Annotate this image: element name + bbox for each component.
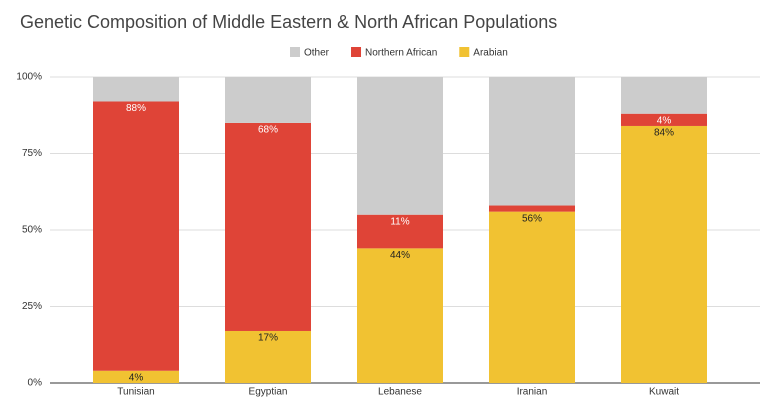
data-label: 84% [654,128,674,139]
bar-segment [225,122,311,331]
legend-swatch [290,47,300,57]
legend-label: Other [304,48,330,59]
data-label: 4% [657,115,672,126]
data-label: 56% [522,213,542,224]
data-label: 4% [129,372,144,383]
x-tick-label: Lebanese [378,387,422,398]
data-label: 11% [390,216,409,227]
data-label: 88% [126,103,146,114]
y-tick-label: 75% [22,148,42,159]
bar-segment [93,77,179,102]
bar-segment [489,211,575,383]
x-tick-label: Iranian [517,387,548,398]
y-tick-label: 50% [22,225,42,236]
y-tick-label: 0% [28,378,43,389]
data-label: 17% [258,333,278,344]
bar-segment [489,77,575,206]
bar-segment [621,125,707,384]
bar-segment [357,77,443,215]
y-tick-label: 100% [16,72,42,83]
bar-segment [489,205,575,212]
bar-segment [225,77,311,123]
bar-segment [621,113,707,126]
legend-label: Arabian [473,48,507,59]
legend-swatch [459,47,470,57]
y-tick-label: 25% [22,301,42,312]
x-tick-label: Egyptian [249,387,288,398]
bar-segment [93,370,179,383]
bar-segment [225,330,311,383]
legend-label: Northern African [365,48,437,59]
chart-title: Genetic Composition of Middle Eastern & … [20,12,557,32]
bar-segment [357,248,443,383]
data-label: 44% [390,250,410,261]
bar-segment [621,77,707,114]
bar-segment [93,101,179,371]
x-tick-label: Kuwait [649,387,679,398]
bar-segment [357,214,443,249]
legend-swatch [351,47,362,57]
x-tick-label: Tunisian [117,387,154,398]
data-label: 68% [258,125,278,136]
